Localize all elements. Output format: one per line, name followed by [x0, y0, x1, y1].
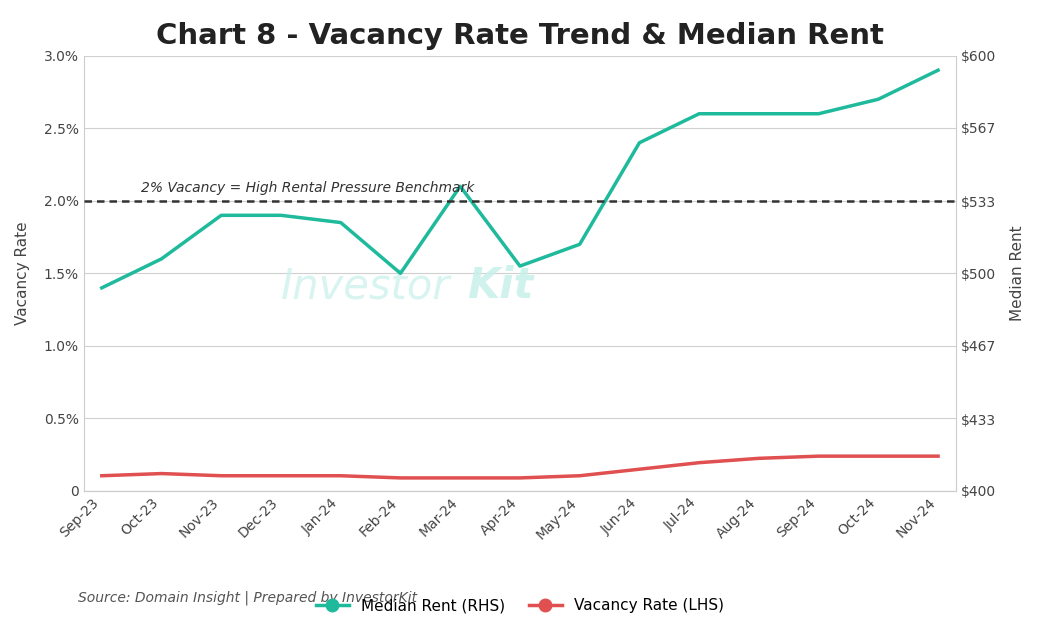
- Legend: Median Rent (RHS), Vacancy Rate (LHS): Median Rent (RHS), Vacancy Rate (LHS): [310, 593, 730, 620]
- Text: Investor: Investor: [281, 266, 450, 307]
- Text: 2% Vacancy = High Rental Pressure Benchmark: 2% Vacancy = High Rental Pressure Benchm…: [140, 181, 474, 195]
- Text: Source: Domain Insight | Prepared by InvestorKit: Source: Domain Insight | Prepared by Inv…: [78, 590, 417, 605]
- Text: Chart 8 - Vacancy Rate Trend & Median Rent: Chart 8 - Vacancy Rate Trend & Median Re…: [156, 22, 884, 51]
- Y-axis label: Vacancy Rate: Vacancy Rate: [15, 221, 30, 325]
- Y-axis label: Median Rent: Median Rent: [1010, 225, 1025, 321]
- Text: Kit: Kit: [468, 266, 534, 307]
